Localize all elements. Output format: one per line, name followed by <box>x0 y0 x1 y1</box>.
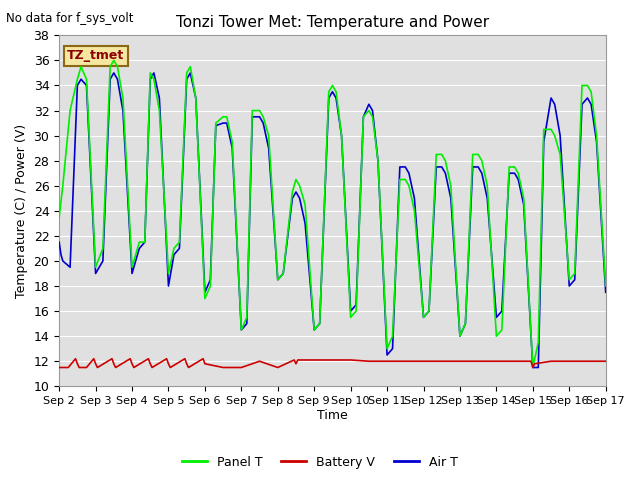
Legend: Panel T, Battery V, Air T: Panel T, Battery V, Air T <box>177 451 463 474</box>
Text: TZ_tmet: TZ_tmet <box>67 49 125 62</box>
X-axis label: Time: Time <box>317 409 348 422</box>
Y-axis label: Temperature (C) / Power (V): Temperature (C) / Power (V) <box>15 124 28 298</box>
Text: No data for f_sys_volt: No data for f_sys_volt <box>6 12 134 25</box>
Title: Tonzi Tower Met: Temperature and Power: Tonzi Tower Met: Temperature and Power <box>176 15 489 30</box>
